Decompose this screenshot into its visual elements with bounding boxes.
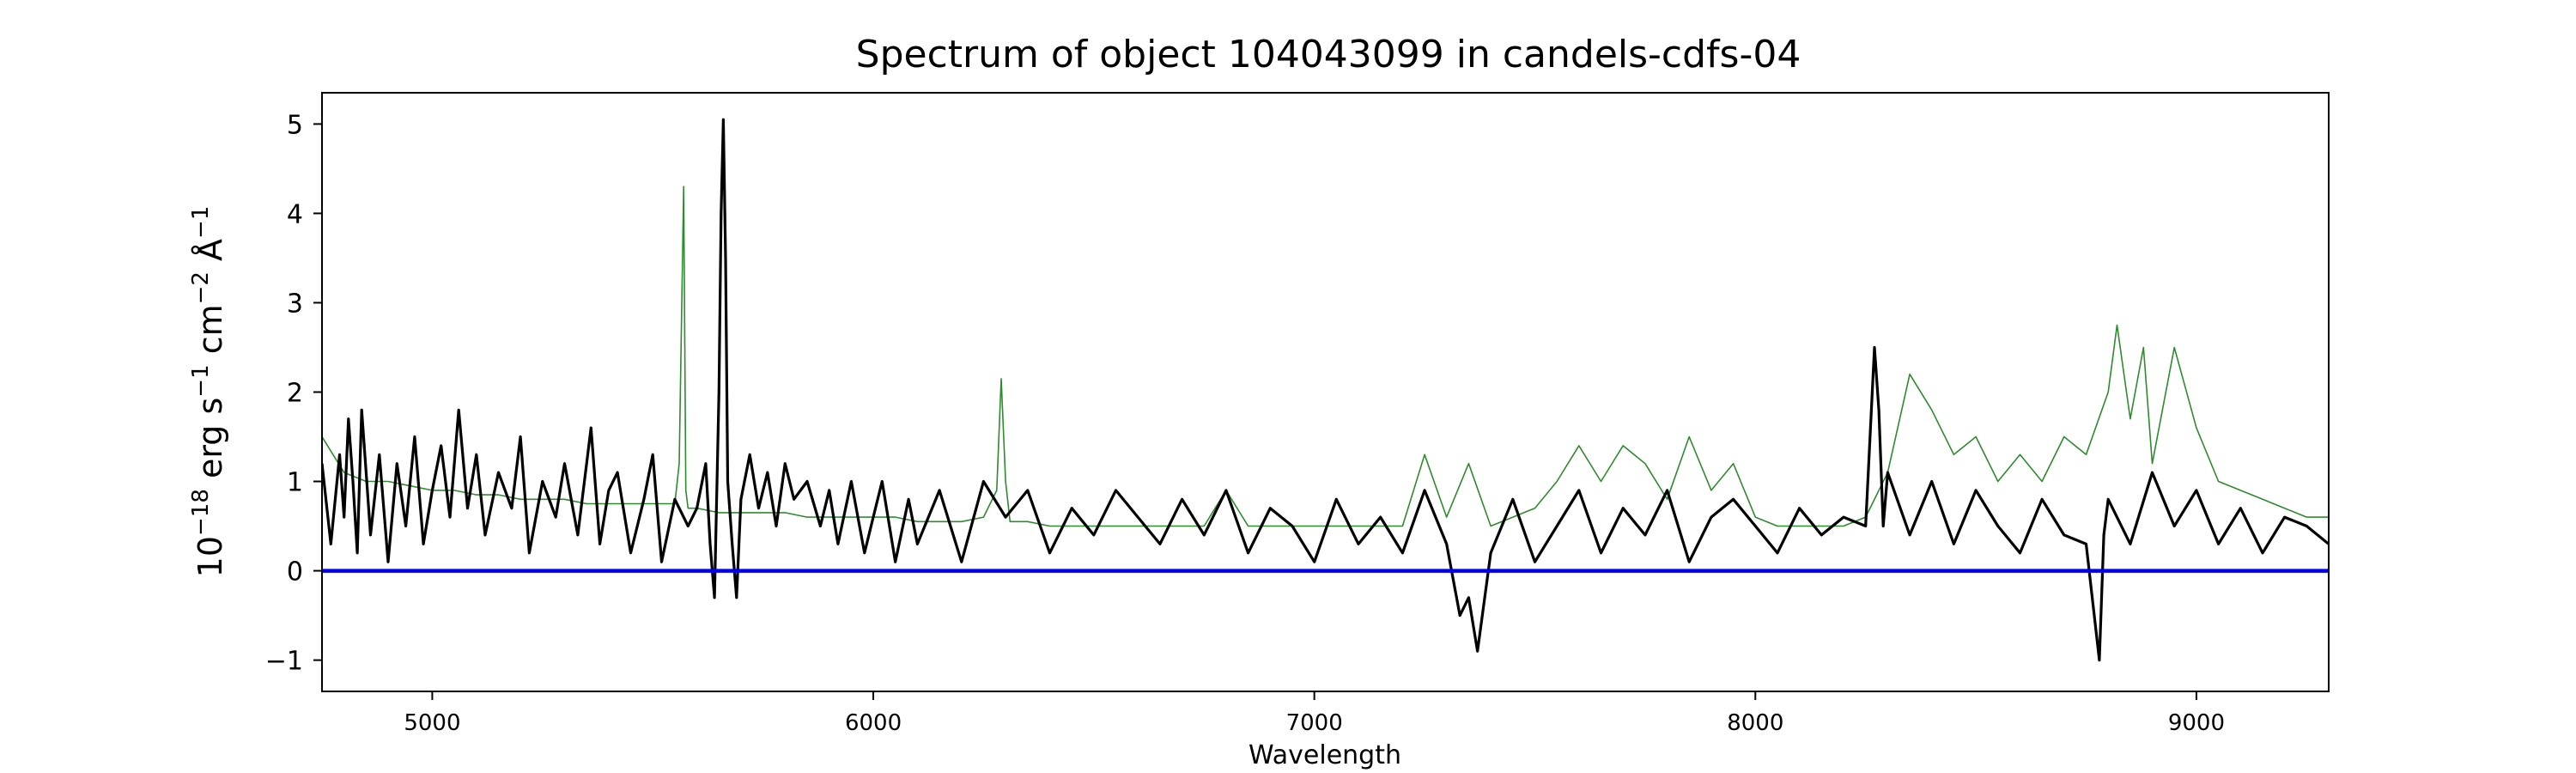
spectrum-series-line <box>322 118 2329 662</box>
y-axis-label-prefix: 10 <box>191 536 229 577</box>
plot-area <box>322 118 2329 662</box>
y-axis-label-exp2: −1 <box>188 364 214 397</box>
y-tick-label: −1 <box>265 647 303 677</box>
y-tick-label: 2 <box>287 379 303 409</box>
y-axis-label-mid1: erg s <box>191 398 229 489</box>
series-layer <box>322 118 2329 662</box>
y-tick-label: 4 <box>287 199 303 229</box>
y-tick-label: 5 <box>287 110 303 140</box>
x-tick-label: 9000 <box>2168 710 2225 736</box>
y-axis-label: 10−18 erg s−1 cm−2 Å−1 <box>188 206 229 578</box>
x-tick-label: 6000 <box>845 710 902 736</box>
x-axis-label: Wavelength <box>1249 740 1401 770</box>
y-axis-label-mid2: cm <box>191 304 229 364</box>
y-axis-label-exp1: −18 <box>188 489 214 536</box>
x-axis-ticks: 5000 6000 7000 8000 9000 <box>404 691 2225 736</box>
y-axis-ticks: −1 0 1 2 3 4 5 <box>265 110 322 677</box>
y-tick-label: 1 <box>287 468 303 498</box>
y-axis-label-exp4: −1 <box>188 206 214 239</box>
axes-frame <box>321 92 2330 692</box>
y-axis-label-mid3: Å <box>191 239 229 271</box>
chart-title: Spectrum of object 104043099 in candels-… <box>856 33 1801 76</box>
x-tick-label: 7000 <box>1286 710 1343 736</box>
x-tick-label: 8000 <box>1727 710 1783 736</box>
x-tick-label: 5000 <box>404 710 460 736</box>
y-tick-label: 3 <box>287 289 303 319</box>
y-axis-label-exp3: −2 <box>188 271 214 304</box>
model-series-line <box>322 186 2329 527</box>
y-tick-label: 0 <box>287 557 303 587</box>
